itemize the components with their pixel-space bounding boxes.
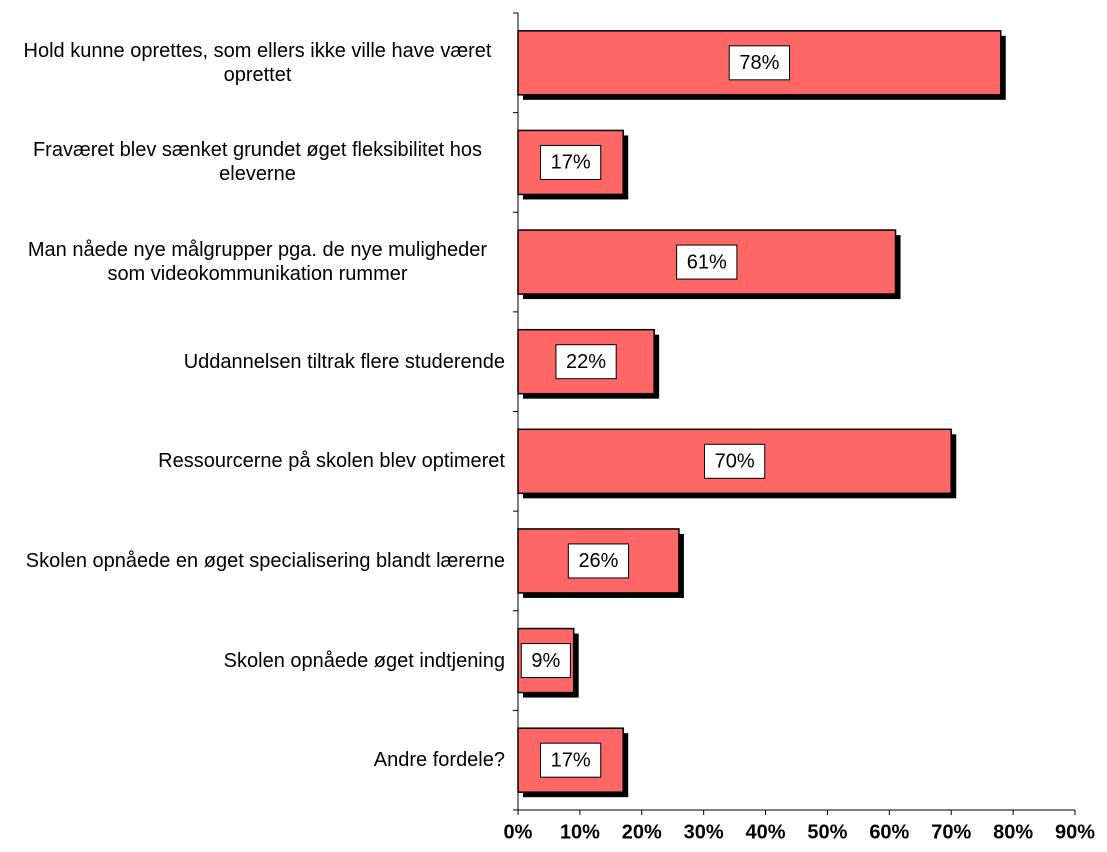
category-label: Hold kunne oprettes, som ellers ikke vil… (23, 39, 492, 86)
value-label: 61% (687, 251, 727, 273)
category-label: Fraværet blev sænket grundet øget fleksi… (32, 139, 483, 186)
value-label-box (728, 45, 790, 81)
value-label-box (520, 643, 571, 679)
value-label: 22% (566, 351, 606, 373)
value-label-box (539, 144, 602, 180)
value-label-box (539, 742, 602, 778)
x-tick-label: 70% (931, 821, 971, 843)
category-label-box: Skolen opnåede øget indtjening (10, 649, 505, 673)
value-label-box (703, 443, 766, 479)
category-label-box: Hold kunne oprettes, som ellers ikke vil… (10, 39, 505, 87)
category-label-box: Fraværet blev sænket grundet øget fleksi… (10, 138, 505, 186)
category-label: Ressourcerne på skolen blev optimeret (158, 450, 505, 473)
x-tick-label: 40% (746, 821, 786, 843)
x-tick-label: 80% (993, 821, 1033, 843)
value-label: 9% (531, 650, 560, 672)
x-tick-label: 10% (560, 821, 600, 843)
bar (517, 229, 897, 295)
category-label-box: Ressourcerne på skolen blev optimeret (10, 449, 505, 473)
x-tick-label: 90% (1055, 821, 1095, 843)
x-tick-label: 50% (807, 821, 847, 843)
x-tick-label: 20% (622, 821, 662, 843)
value-label-box (676, 244, 738, 280)
value-label-box (555, 344, 617, 380)
x-tick-label: 60% (869, 821, 909, 843)
value-label-box (567, 543, 630, 579)
value-label: 26% (578, 550, 618, 572)
value-label: 17% (551, 152, 591, 174)
value-label: 78% (739, 52, 779, 74)
category-label: Skolen opnåede øget indtjening (223, 649, 505, 672)
category-label: Andre fordele? (373, 749, 505, 772)
x-tick-label: 30% (684, 821, 724, 843)
category-label: Man nåede nye målgrupper pga. de nye mul… (27, 239, 488, 286)
value-label: 17% (551, 749, 591, 771)
category-label: Uddannelsen tiltrak flere studerende (183, 350, 505, 373)
category-label-box: Andre fordele? (10, 748, 505, 772)
category-label-box: Skolen opnåede en øget specialisering bl… (10, 549, 505, 573)
category-label-box: Man nåede nye målgrupper pga. de nye mul… (10, 238, 505, 286)
category-label-box: Uddannelsen tiltrak flere studerende (10, 350, 505, 374)
value-label: 70% (715, 451, 755, 473)
x-tick-label: 0% (504, 821, 533, 843)
category-label: Skolen opnåede en øget specialisering bl… (25, 549, 505, 572)
